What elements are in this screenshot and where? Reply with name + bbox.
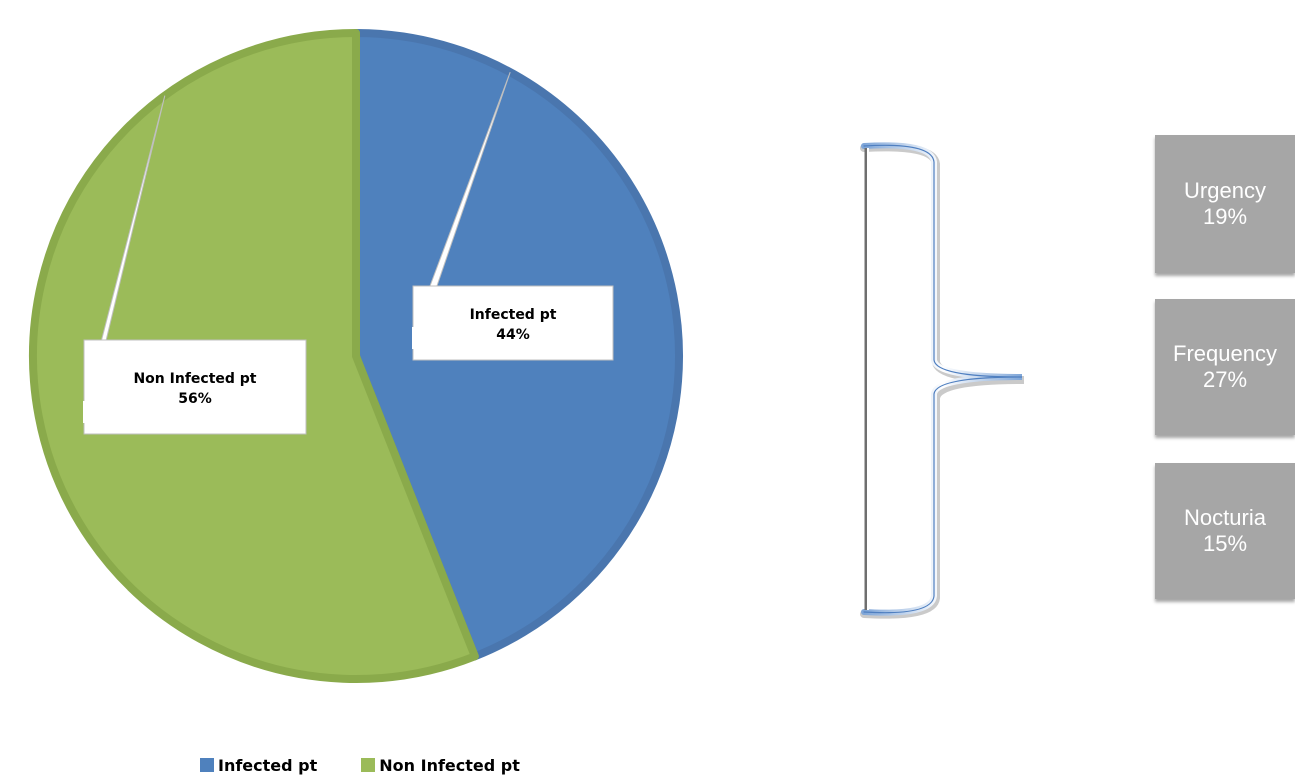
symptom-name-urgency: Urgency: [1184, 178, 1266, 203]
chart-legend: Infected pt Non Infected pt: [200, 754, 564, 776]
data-label-value-0: 44%: [496, 327, 530, 343]
callout-box-1: [83, 339, 307, 435]
legend-item-infected: Infected pt: [200, 756, 317, 775]
pie-callouts: Infected pt 44% Non Infected pt 56%: [83, 71, 614, 435]
pie-chart: Infected pt 44% Non Infected pt 56%: [29, 29, 683, 683]
legend-label-infected: Infected pt: [218, 755, 318, 775]
symptom-box-urgency: Urgency 19%: [1155, 135, 1295, 273]
data-label-name-1: Non Infected pt: [133, 371, 256, 387]
legend-swatch-infected: [200, 758, 214, 772]
symptom-name-nocturia: Nocturia: [1184, 505, 1266, 530]
symptom-box-nocturia: Nocturia 15%: [1155, 463, 1295, 599]
data-label-name-0: Infected pt: [470, 307, 557, 323]
right-brace-shape: [860, 142, 1025, 619]
symptom-box-frequency: Frequency 27%: [1155, 299, 1295, 435]
symptom-name-frequency: Frequency: [1173, 341, 1277, 366]
callout-seam-0: [412, 327, 416, 349]
callout-box-0: [412, 285, 614, 361]
symptom-percent-frequency: 27%: [1202, 367, 1248, 392]
legend-swatch-non-infected: [361, 758, 376, 772]
data-label-value-1: 56%: [178, 391, 212, 407]
callout-seam-1: [83, 401, 87, 423]
symptom-percent-nocturia: 15%: [1202, 531, 1248, 556]
legend-item-non-infected: Non Infected pt: [361, 756, 520, 775]
legend-label-non-infected: Non Infected pt: [379, 755, 520, 775]
symptom-percent-urgency: 19%: [1202, 204, 1248, 229]
